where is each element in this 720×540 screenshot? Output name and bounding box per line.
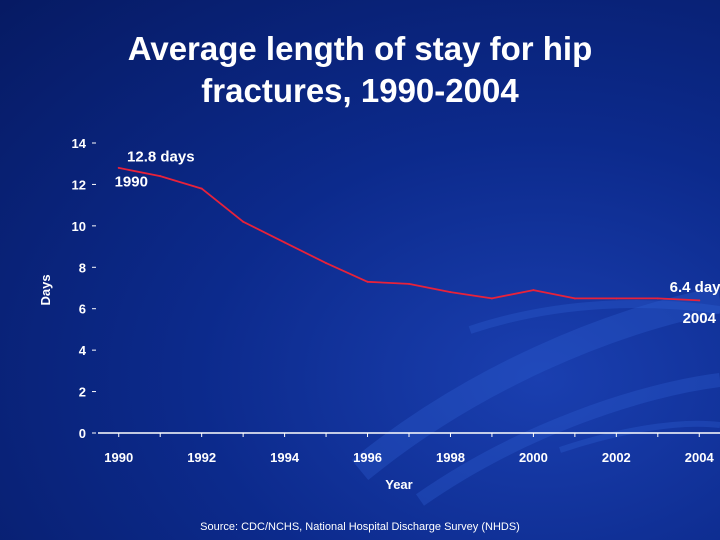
- y-tick-label: 2: [79, 385, 86, 400]
- x-tick-label: 2000: [519, 450, 548, 465]
- y-tick-label: 4: [79, 343, 87, 358]
- series-line-length-of-stay: [118, 167, 700, 302]
- y-tick-label: 10: [72, 219, 86, 234]
- y-tick-label: 6: [79, 302, 86, 317]
- data-point: [366, 280, 369, 283]
- data-point: [117, 166, 120, 169]
- data-point: [698, 299, 701, 302]
- data-point: [656, 297, 659, 300]
- data-point: [242, 220, 245, 223]
- x-tick-label: 1990: [104, 450, 133, 465]
- data-point: [159, 175, 162, 178]
- y-tick-label: 0: [79, 426, 86, 441]
- y-tick-label: 8: [79, 260, 86, 275]
- x-tick-label: 1992: [187, 450, 216, 465]
- y-axis-label: Days: [38, 274, 53, 305]
- annotation-label: 1990: [115, 174, 148, 191]
- x-tick-label: 1996: [353, 450, 382, 465]
- y-tick-label: 14: [72, 136, 87, 151]
- annotation-label: 2004: [683, 310, 717, 327]
- x-tick-label: 1998: [436, 450, 465, 465]
- data-point: [490, 297, 493, 300]
- x-tick-label: 2002: [602, 450, 631, 465]
- title-line-2: fractures, 1990-2004: [201, 72, 519, 109]
- data-point: [615, 297, 618, 300]
- x-axis-label: Year: [385, 477, 412, 492]
- data-point: [283, 241, 286, 244]
- annotation-label: 6.4 days: [670, 279, 720, 296]
- x-tick-label: 2004: [685, 450, 715, 465]
- data-point: [573, 297, 576, 300]
- data-point: [325, 262, 328, 265]
- data-point: [408, 282, 410, 285]
- y-tick-label: 12: [72, 177, 86, 192]
- data-point: [200, 187, 203, 190]
- source-note: Source: CDC/NCHS, National Hospital Disc…: [200, 521, 520, 533]
- x-tick-label: 1994: [270, 450, 300, 465]
- data-point: [532, 289, 535, 292]
- title-line-1: Average length of stay for hip: [127, 30, 593, 67]
- chart-title: Average length of stay for hip fractures…: [0, 28, 720, 112]
- data-point: [449, 291, 452, 294]
- annotation-label: 12.8 days: [127, 149, 195, 166]
